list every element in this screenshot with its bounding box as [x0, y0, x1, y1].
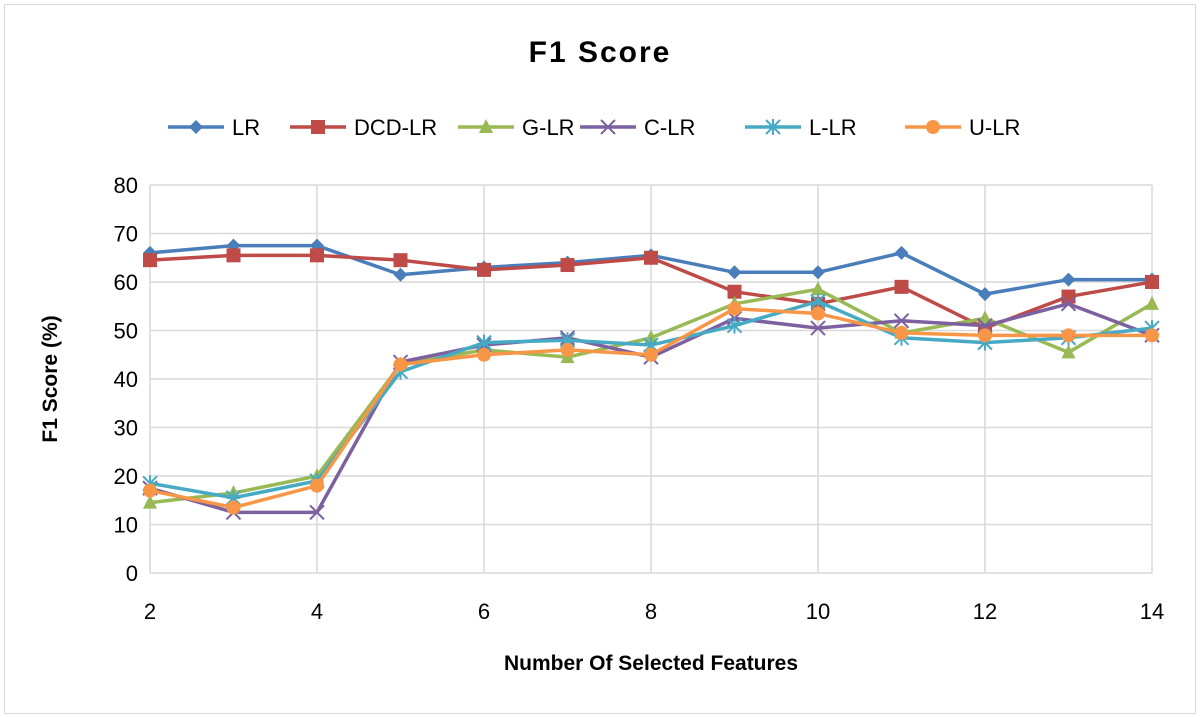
- data-point-u-lr: [894, 325, 909, 340]
- data-point-u-lr: [978, 328, 992, 343]
- data-point-g-lr: [1061, 344, 1076, 359]
- data-point-lr: [811, 265, 825, 280]
- legend-label: C-LR: [644, 115, 695, 140]
- data-point-lr: [1061, 272, 1076, 287]
- data-point-u-lr: [811, 306, 825, 321]
- data-point-u-lr: [477, 347, 491, 362]
- x-tick-label: 12: [973, 599, 997, 624]
- data-point-dcd-lr: [143, 253, 157, 268]
- y-tick-label: 10: [114, 513, 138, 538]
- legend-marker: [189, 120, 203, 134]
- legend-marker: [479, 119, 493, 133]
- data-point-c-lr: [309, 504, 325, 521]
- data-point-u-lr: [1061, 328, 1076, 343]
- data-point-lr: [393, 267, 408, 282]
- data-point-c-lr: [893, 313, 910, 329]
- data-point-lr: [727, 265, 742, 280]
- x-tick-label: 10: [806, 599, 830, 624]
- y-tick-label: 0: [126, 561, 138, 586]
- x-tick-label: 4: [311, 599, 323, 624]
- y-tick-label: 20: [114, 464, 138, 489]
- data-point-u-lr: [560, 342, 575, 357]
- data-point-l-lr: [726, 317, 743, 334]
- legend-marker: [926, 120, 940, 134]
- data-point-c-lr: [810, 320, 826, 336]
- legend-label: LR: [232, 115, 260, 140]
- x-tick-label: 6: [478, 599, 490, 624]
- legend-marker: [311, 120, 325, 134]
- y-tick-label: 30: [114, 416, 138, 441]
- data-point-g-lr: [978, 310, 992, 325]
- data-point-u-lr: [1145, 328, 1159, 343]
- data-point-u-lr: [727, 301, 742, 316]
- data-point-g-lr: [811, 281, 825, 296]
- y-tick-label: 60: [114, 270, 138, 295]
- y-tick-label: 50: [114, 319, 138, 344]
- data-point-lr: [894, 245, 909, 260]
- y-tick-label: 40: [114, 367, 138, 392]
- chart-title: F1 Score: [529, 36, 672, 69]
- legend-label: U-LR: [969, 115, 1020, 140]
- data-point-c-lr: [1060, 296, 1077, 312]
- legend-label: DCD-LR: [354, 115, 437, 140]
- data-point-g-lr: [1145, 295, 1159, 310]
- x-tick-label: 2: [144, 599, 156, 624]
- x-tick-label: 14: [1140, 599, 1164, 624]
- y-axis-label: F1 Score (%): [39, 315, 62, 442]
- data-point-g-lr: [143, 494, 157, 509]
- data-point-u-lr: [393, 357, 408, 372]
- y-tick-label: 80: [114, 173, 138, 198]
- data-point-dcd-lr: [226, 248, 241, 263]
- data-point-dcd-lr: [310, 248, 324, 263]
- data-point-u-lr: [143, 483, 157, 498]
- chart-frame: [4, 4, 1196, 714]
- data-point-dcd-lr: [1145, 275, 1159, 289]
- data-point-lr: [978, 287, 992, 302]
- data-point-dcd-lr: [1061, 289, 1076, 304]
- legend-label: G-LR: [522, 115, 575, 140]
- data-point-u-lr: [644, 347, 658, 362]
- x-axis-label: Number Of Selected Features: [504, 652, 798, 675]
- data-point-dcd-lr: [560, 258, 575, 273]
- legend-label: L-LR: [809, 115, 857, 140]
- data-point-dcd-lr: [477, 262, 491, 277]
- x-tick-label: 8: [645, 599, 657, 624]
- data-point-dcd-lr: [727, 284, 742, 299]
- data-point-u-lr: [226, 500, 241, 515]
- y-tick-label: 70: [114, 222, 138, 247]
- legend-marker: [765, 119, 781, 135]
- data-point-dcd-lr: [393, 253, 408, 268]
- data-point-dcd-lr: [644, 250, 658, 265]
- data-point-u-lr: [310, 478, 324, 493]
- legend-marker: [600, 119, 616, 135]
- data-point-dcd-lr: [894, 279, 909, 294]
